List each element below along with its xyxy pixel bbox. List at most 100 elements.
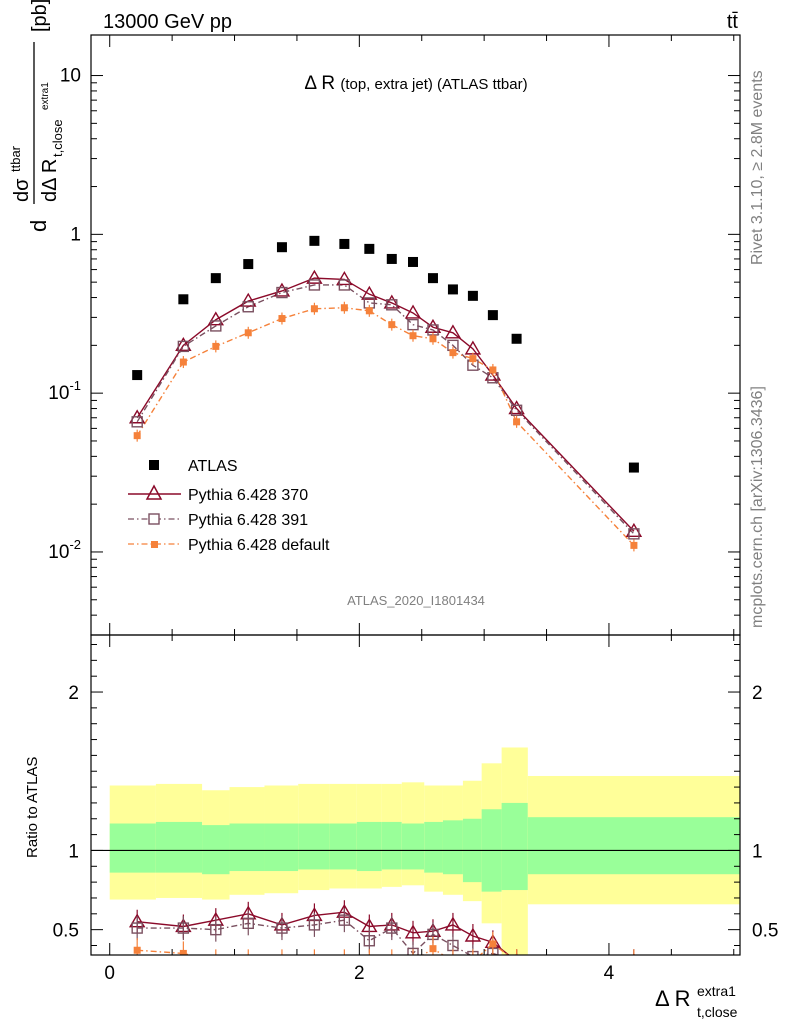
y-tick-label: 10-1 — [48, 378, 81, 404]
ratio-pdefault-point — [341, 958, 348, 965]
ratio-p370-point — [464, 927, 482, 942]
uncertainty-band-inner — [229, 823, 265, 872]
legend-label-p370: Pythia 6.428 370 — [188, 487, 308, 504]
atlas-point — [364, 243, 375, 254]
ratio-p391-point — [131, 922, 143, 934]
legend-marker-p391 — [148, 513, 160, 525]
ratio-p370-point — [404, 924, 422, 939]
x-tick-label: 4 — [604, 963, 615, 984]
legend-marker-p370 — [145, 484, 163, 500]
p370-point — [383, 294, 401, 309]
ratio-y-tick-label-right: 1 — [752, 841, 763, 862]
p391-point — [510, 404, 523, 416]
ratio-panel: 0.5 0.5 1 1 2 2 0 2 4 Ratio to ATLAS Δ R extra1 … — [24, 634, 778, 1020]
atlas-point — [447, 284, 458, 295]
uncertainty-band-inner — [155, 821, 203, 873]
pdefault-point — [365, 307, 373, 315]
svg-text:extra1: extra1 — [40, 82, 51, 110]
ratio-pdefault-point — [630, 958, 637, 965]
pdefault-point — [179, 358, 187, 366]
y-axis-label: d dσ ttbar dΔ R t,close extra1 [pb] — [8, 0, 65, 232]
ratio-line — [137, 911, 510, 955]
p391-point — [386, 299, 398, 311]
ratio-pdefault-point — [133, 946, 141, 954]
p370-point — [464, 340, 482, 355]
plot-title-main: Δ R — [304, 73, 335, 94]
ratio-y-tick-label-right: 0.5 — [752, 921, 778, 942]
p370-point — [240, 292, 257, 307]
ratio-y-label: Ratio to ATLAS — [24, 757, 41, 858]
legend-marker-atlas — [149, 460, 159, 470]
ratio-y-tick-label: 1 — [68, 841, 79, 862]
ratio-p391-point — [177, 922, 190, 934]
series-line — [136, 307, 635, 546]
ratio-p391-point — [512, 956, 522, 966]
uncertainty-band-inner — [202, 825, 230, 875]
uncertainty-band-inner — [424, 821, 443, 873]
atlas-point — [487, 310, 498, 321]
atlas-point — [210, 273, 221, 284]
ratio-line — [137, 943, 510, 955]
x-tick-label: 2 — [354, 963, 365, 984]
pdefault-point — [469, 355, 477, 363]
p370-point — [444, 324, 462, 339]
atlas-point — [386, 253, 397, 264]
pdefault-point — [388, 321, 396, 329]
ratio-p391-point — [629, 956, 639, 966]
p391-point — [210, 320, 222, 332]
ratio-y-tick-label: 0.5 — [53, 921, 79, 942]
ratio-y-tick-label-right: 2 — [752, 683, 763, 704]
atlas-point — [408, 256, 419, 267]
p391-point — [131, 416, 143, 428]
atlas-point — [132, 370, 143, 381]
header-left: 13000 GeV pp — [103, 11, 232, 33]
ratio-pdefault-point — [469, 958, 476, 965]
ratio-p391-point — [338, 914, 351, 926]
analysis-label: ATLAS_2020_I1801434 — [347, 593, 485, 608]
legend-label-pdefault: Pythia 6.428 default — [188, 537, 330, 554]
svg-text:ttbar: ttbar — [8, 145, 23, 172]
p370-point — [207, 311, 225, 326]
p391-point — [276, 286, 288, 299]
header-right: tt̄ — [727, 11, 739, 33]
x-tick-label: 0 — [104, 963, 115, 984]
pdefault-point — [133, 432, 141, 440]
ratio-pdefault-point — [449, 958, 456, 965]
series-line — [136, 284, 635, 535]
ratio-pdefault-point — [366, 958, 373, 965]
pdefault-point — [212, 342, 220, 350]
atlas-point — [243, 259, 254, 270]
pdefault-point — [409, 332, 417, 340]
ratio-pdefault-point — [179, 949, 187, 955]
p370-point — [424, 318, 442, 333]
atlas-point — [309, 235, 320, 246]
uncertainty-band-inner — [381, 821, 402, 870]
ratio-line — [137, 919, 500, 955]
pdefault-point — [630, 541, 638, 549]
p391-point — [338, 279, 351, 291]
legend-label-atlas: ATLAS — [188, 458, 238, 475]
ratio-p391-point — [276, 922, 288, 934]
pdefault-point — [449, 349, 457, 357]
ratio-pdefault-point — [513, 958, 520, 965]
pdefault-point — [340, 304, 348, 312]
rivet-label: Rivet 3.1.10, ≥ 2.8M events — [749, 70, 766, 265]
p391-point — [242, 301, 254, 313]
ratio-p391-point — [308, 919, 321, 931]
y-tick-label: 10-2 — [48, 537, 81, 563]
ratio-p370-point — [515, 952, 518, 955]
atlas-point — [339, 238, 350, 249]
main-panel: 10-2 10-1 1 10 Δ R (top, extra jet) (ATLAS … — [8, 0, 741, 636]
ratio-pdefault-point — [212, 958, 219, 965]
ratio-pdefault-point — [388, 958, 395, 965]
svg-text:extra1: extra1 — [697, 983, 736, 999]
svg-text:t,close: t,close — [50, 119, 65, 157]
plot-title: Δ R (top, extra jet) (ATLAS ttbar) — [304, 73, 527, 94]
ratio-p370-point — [632, 952, 636, 955]
p370-point — [175, 336, 192, 352]
svg-text:dσ: dσ — [11, 178, 33, 202]
uncertainty-band-inner — [329, 823, 357, 870]
svg-text:d: d — [26, 220, 51, 232]
ratio-p391-point — [386, 922, 398, 934]
ratio-p391-point — [242, 917, 254, 930]
